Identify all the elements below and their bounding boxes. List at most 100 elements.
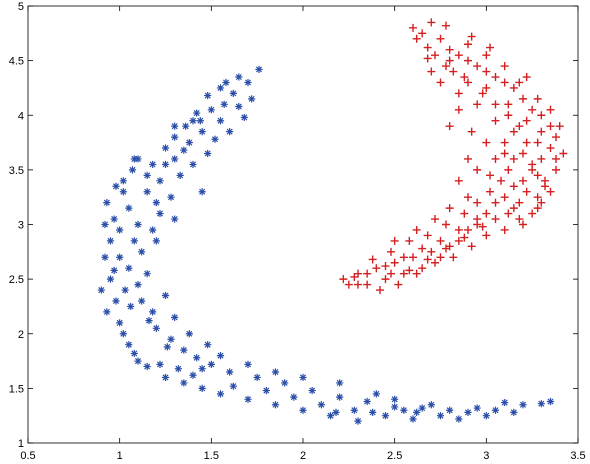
asterisk-point [112, 182, 120, 190]
asterisk-point [130, 155, 138, 163]
plus-point [504, 111, 513, 120]
asterisk-point [121, 286, 129, 294]
asterisk-point [156, 177, 164, 185]
plus-point [519, 220, 527, 229]
asterisk-point [299, 373, 307, 382]
plus-point [555, 122, 564, 131]
plus-point [546, 144, 555, 153]
plus-point [442, 220, 450, 229]
asterisk-point [299, 406, 307, 414]
asterisk-point [207, 106, 215, 114]
asterisk-point [171, 133, 179, 141]
asterisk-point [130, 237, 138, 245]
asterisk-point [226, 368, 234, 376]
asterisk-point [143, 188, 151, 196]
asterisk-point [281, 379, 289, 387]
plus-point [482, 209, 491, 218]
plus-point [449, 67, 458, 76]
asterisk-point [198, 365, 206, 373]
plus-point [436, 34, 445, 43]
x-tick-label: 1.5 [204, 450, 219, 462]
plus-point [491, 116, 500, 125]
x-tick-label: 1 [117, 450, 123, 462]
asterisk-point [290, 393, 298, 401]
plus-point [399, 269, 408, 278]
plus-point [478, 222, 487, 231]
plus-point [442, 244, 450, 253]
plus-point [500, 138, 509, 147]
asterisk-point [171, 122, 179, 130]
plus-point [412, 269, 421, 278]
asterisk-point [138, 297, 146, 305]
plus-point [552, 133, 560, 142]
plus-point [409, 23, 417, 32]
asterisk-point [156, 360, 164, 368]
plus-point [423, 54, 432, 63]
plus-point [464, 56, 472, 65]
plus-point [500, 193, 509, 202]
plus-point [509, 127, 518, 136]
asterisk-point [97, 286, 105, 294]
plus-point [482, 231, 491, 240]
asterisk-point [161, 144, 170, 152]
plus-point [528, 105, 537, 114]
plus-point [486, 43, 494, 52]
plus-point [372, 264, 381, 273]
plus-point [533, 204, 542, 213]
plus-point [464, 193, 472, 202]
plus-point [454, 225, 463, 234]
asterisk-point [103, 199, 111, 207]
asterisk-point [418, 404, 426, 412]
asterisk-point [149, 226, 157, 234]
asterisk-point [204, 149, 212, 158]
asterisk-point [391, 403, 399, 411]
asterisk-point [171, 313, 179, 321]
plus-point [522, 187, 531, 196]
asterisk-point [253, 373, 261, 382]
plus-point [454, 89, 463, 98]
y-tick-label: 2.5 [9, 274, 24, 286]
asterisk-point [326, 412, 335, 420]
plus-point [509, 182, 518, 191]
asterisk-point [127, 302, 135, 311]
plus-point [405, 266, 414, 275]
plus-point [500, 78, 509, 87]
asterisk-point [207, 360, 215, 368]
plus-point [412, 225, 421, 234]
plus-point [533, 94, 542, 103]
plus-point [515, 198, 524, 207]
plus-point [522, 116, 531, 125]
asterisk-point [161, 373, 170, 382]
plus-point [473, 62, 482, 71]
tick-labels-layer: 0.5 1 1.5 2 2.5 3 3.511.522.533.544.55 [9, 1, 586, 462]
asterisk-point [354, 417, 362, 425]
plus-point [376, 286, 384, 295]
plus-point [491, 100, 500, 109]
plus-point [368, 255, 377, 264]
plus-point [427, 67, 436, 76]
plus-point [519, 176, 527, 185]
asterisk-point [134, 357, 142, 365]
asterisk-point [198, 384, 206, 392]
asterisk-point [180, 146, 188, 154]
y-tick-label: 4.5 [9, 56, 24, 68]
plus-point [537, 198, 546, 207]
plus-point [412, 34, 421, 43]
asterisk-point [134, 155, 142, 163]
plus-point [491, 198, 500, 207]
plus-point [546, 105, 555, 114]
plus-point [467, 242, 476, 251]
plus-point [363, 269, 372, 278]
asterisk-point [196, 117, 204, 125]
asterisk-point [116, 319, 124, 327]
asterisk-point [271, 368, 280, 376]
plus-point [500, 62, 509, 71]
plus-point [427, 18, 436, 27]
plus-point [541, 176, 549, 185]
plus-point [445, 45, 454, 54]
asterisk-point [369, 408, 377, 417]
plus-point [454, 51, 463, 60]
plus-point [482, 67, 491, 76]
asterisk-point [510, 408, 518, 417]
asterisk-point [163, 343, 171, 351]
